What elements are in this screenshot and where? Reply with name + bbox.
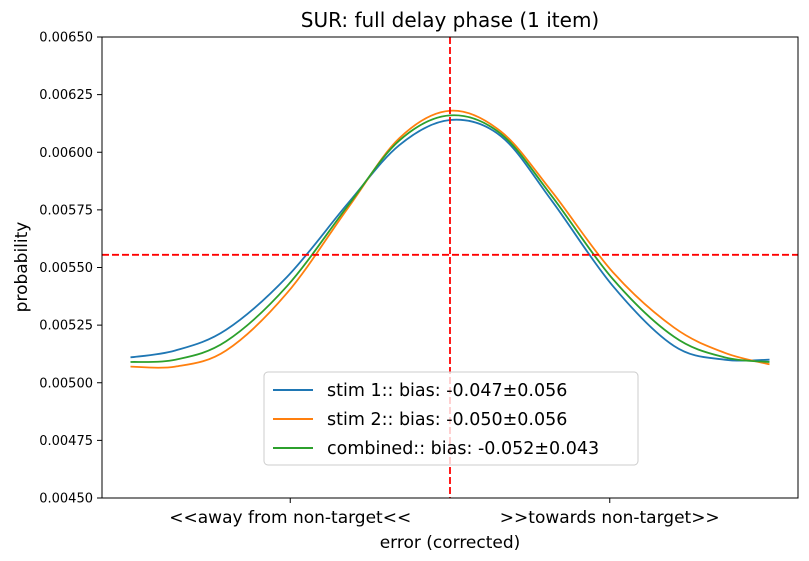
y-tick-label: 0.00625: [39, 88, 93, 103]
chart-title: SUR: full delay phase (1 item): [301, 8, 600, 32]
y-tick-label: 0.00550: [39, 261, 93, 276]
legend-label: stim 1:: bias: -0.047±0.056: [327, 381, 567, 401]
x-axis-label: error (corrected): [380, 533, 521, 553]
series-line-3: [130, 114, 770, 363]
y-tick-label: 0.00600: [39, 146, 93, 161]
y-axis: 0.00450 0.00475 0.00500 0.00525 0.00550 0.005…: [39, 31, 102, 507]
y-tick-label: 0.00475: [39, 434, 93, 449]
x-axis: <<away from non-target<< >>towards non-ta…: [169, 498, 720, 528]
legend-label: stim 2:: bias: -0.050±0.056: [327, 410, 567, 430]
y-tick-label: 0.00650: [39, 31, 93, 46]
x-tick-label: <<away from non-target<<: [169, 508, 411, 528]
x-tick-label: >>towards non-target>>: [500, 508, 720, 528]
legend-label: combined:: bias: -0.052±0.043: [327, 439, 599, 459]
y-tick-label: 0.00450: [39, 492, 93, 507]
y-axis-label: probability: [12, 222, 32, 313]
y-tick-label: 0.00575: [39, 203, 93, 218]
legend-box: [263, 371, 639, 466]
y-tick-label: 0.00525: [39, 319, 93, 334]
y-tick-label: 0.00500: [39, 376, 93, 391]
